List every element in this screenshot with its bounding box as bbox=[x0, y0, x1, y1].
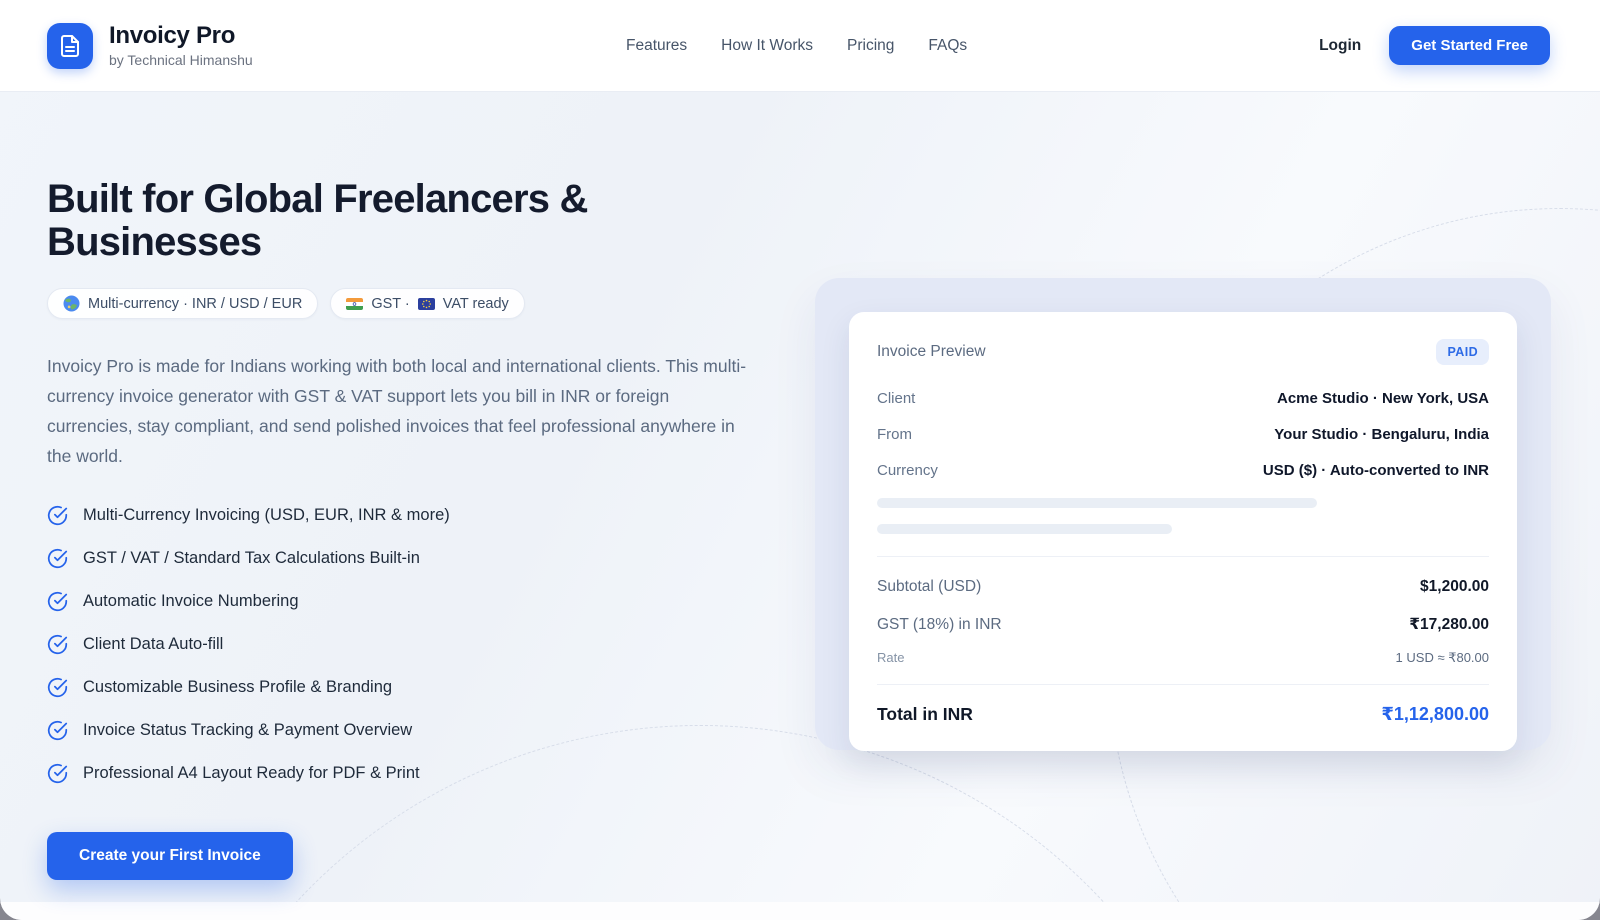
field-value: USD ($) · Auto-converted to INR bbox=[1262, 462, 1489, 479]
card-divider bbox=[877, 556, 1489, 557]
brand-name: Invoicy Pro bbox=[109, 22, 236, 50]
gst-row: GST (18%) in INR ₹17,280.00 bbox=[877, 615, 1489, 634]
india-flag-icon bbox=[346, 297, 364, 310]
brand[interactable]: Invoicy Pro by Technical Himanshu bbox=[47, 22, 253, 69]
invoice-document-logo-icon bbox=[47, 22, 93, 69]
field-label: Currency bbox=[877, 462, 938, 479]
create-first-invoice-button[interactable]: Create your First Invoice bbox=[47, 832, 293, 880]
hero-badges: Multi-currency · INR / USD / EUR GST · bbox=[47, 288, 767, 319]
check-circle-icon bbox=[47, 763, 68, 784]
invoice-preview-title: Invoice Preview bbox=[877, 343, 986, 360]
rate-value: 1 USD ≈ ₹80.00 bbox=[1395, 650, 1489, 665]
hero-description: Invoicy Pro is made for Indians working … bbox=[47, 356, 747, 466]
invoice-card-header: Invoice Preview PAID bbox=[877, 339, 1489, 365]
feature-item-branding: Customizable Business Profile & Branding bbox=[47, 677, 767, 698]
field-label: From bbox=[877, 426, 912, 443]
feature-label: GST / VAT / Standard Tax Calculations Bu… bbox=[83, 549, 420, 567]
grand-total-value: ₹1,12,800.00 bbox=[1381, 704, 1489, 724]
feature-item-multi-currency: Multi-Currency Invoicing (USD, EUR, INR … bbox=[47, 505, 767, 526]
check-circle-icon bbox=[47, 677, 68, 698]
check-circle-icon bbox=[47, 505, 68, 526]
invoice-preview-panel: Invoice Preview PAID Client Acme Studio … bbox=[815, 278, 1551, 751]
feature-item-tax-calculations: GST / VAT / Standard Tax Calculations Bu… bbox=[47, 548, 767, 569]
brand-byline: by Technical Himanshu bbox=[109, 51, 253, 68]
grand-total-label: Total in INR bbox=[877, 704, 973, 724]
invoice-field-client: Client Acme Studio · New York, USA bbox=[877, 390, 1489, 407]
feature-label: Professional A4 Layout Ready for PDF & P… bbox=[83, 764, 420, 782]
header-actions: Login Get Started Free bbox=[1319, 26, 1550, 65]
page-title: Built for Global Freelancers & Businesse… bbox=[47, 178, 767, 264]
next-section-edge bbox=[0, 902, 1600, 920]
gst-vat-badge: GST · VAT ready bbox=[330, 288, 525, 319]
vat-badge-label: VAT ready bbox=[442, 295, 509, 312]
nav-link-how-it-works[interactable]: How It Works bbox=[721, 36, 814, 54]
login-link[interactable]: Login bbox=[1319, 36, 1362, 54]
line-item-placeholder-bar bbox=[877, 498, 1317, 508]
gst-badge-label: GST · bbox=[371, 295, 410, 312]
field-value: Acme Studio · New York, USA bbox=[1277, 390, 1489, 407]
invoice-field-from: From Your Studio · Bengaluru, India bbox=[877, 426, 1489, 443]
invoice-field-currency: Currency USD ($) · Auto-converted to INR bbox=[877, 462, 1489, 479]
eu-flag-icon bbox=[417, 297, 435, 310]
multi-currency-badge: Multi-currency · INR / USD / EUR bbox=[47, 288, 319, 319]
page-title-line2: Businesses bbox=[47, 220, 262, 264]
feature-label: Customizable Business Profile & Branding bbox=[83, 678, 393, 696]
main-nav: Features How It Works Pricing FAQs bbox=[626, 37, 967, 55]
check-circle-icon bbox=[47, 720, 68, 741]
globe-icon bbox=[63, 295, 80, 312]
feature-item-status-tracking: Invoice Status Tracking & Payment Overvi… bbox=[47, 720, 767, 741]
page-title-line1: Built for Global Freelancers & bbox=[47, 177, 588, 221]
grand-total-row: Total in INR ₹1,12,800.00 bbox=[877, 704, 1489, 725]
top-navigation-bar: Invoicy Pro by Technical Himanshu Featur… bbox=[0, 0, 1600, 92]
feature-label: Invoice Status Tracking & Payment Overvi… bbox=[83, 721, 413, 739]
nav-link-pricing[interactable]: Pricing bbox=[847, 36, 895, 54]
field-value: Your Studio · Bengaluru, India bbox=[1274, 426, 1489, 443]
paid-status-badge: PAID bbox=[1436, 339, 1489, 365]
feature-list: Multi-Currency Invoicing (USD, EUR, INR … bbox=[47, 505, 767, 784]
subtotal-value: $1,200.00 bbox=[1420, 578, 1489, 595]
rate-label: Rate bbox=[877, 650, 905, 665]
check-circle-icon bbox=[47, 548, 68, 569]
subtotal-row: Subtotal (USD) $1,200.00 bbox=[877, 578, 1489, 596]
check-circle-icon bbox=[47, 591, 68, 612]
card-divider bbox=[877, 684, 1489, 685]
nav-link-faqs[interactable]: FAQs bbox=[928, 36, 968, 54]
invoice-preview-card: Invoice Preview PAID Client Acme Studio … bbox=[849, 312, 1517, 751]
gst-value: ₹17,280.00 bbox=[1409, 616, 1489, 633]
nav-link-features[interactable]: Features bbox=[625, 36, 688, 54]
multi-currency-badge-label: Multi-currency · INR / USD / EUR bbox=[88, 295, 303, 312]
gst-label: GST (18%) in INR bbox=[877, 616, 1002, 633]
feature-label: Client Data Auto-fill bbox=[83, 635, 224, 653]
line-item-placeholder-bar bbox=[877, 524, 1172, 534]
feature-label: Multi-Currency Invoicing (USD, EUR, INR … bbox=[83, 506, 450, 524]
feature-item-a4-layout: Professional A4 Layout Ready for PDF & P… bbox=[47, 763, 767, 784]
check-circle-icon bbox=[47, 634, 68, 655]
subtotal-label: Subtotal (USD) bbox=[877, 578, 982, 595]
field-label: Client bbox=[877, 390, 916, 407]
feature-item-invoice-numbering: Automatic Invoice Numbering bbox=[47, 591, 767, 612]
hero-content: Built for Global Freelancers & Businesse… bbox=[47, 178, 767, 880]
brand-text: Invoicy Pro by Technical Himanshu bbox=[109, 22, 253, 68]
exchange-rate-row: Rate 1 USD ≈ ₹80.00 bbox=[877, 650, 1489, 666]
get-started-button[interactable]: Get Started Free bbox=[1389, 26, 1550, 65]
feature-item-client-autofill: Client Data Auto-fill bbox=[47, 634, 767, 655]
feature-label: Automatic Invoice Numbering bbox=[83, 592, 299, 610]
